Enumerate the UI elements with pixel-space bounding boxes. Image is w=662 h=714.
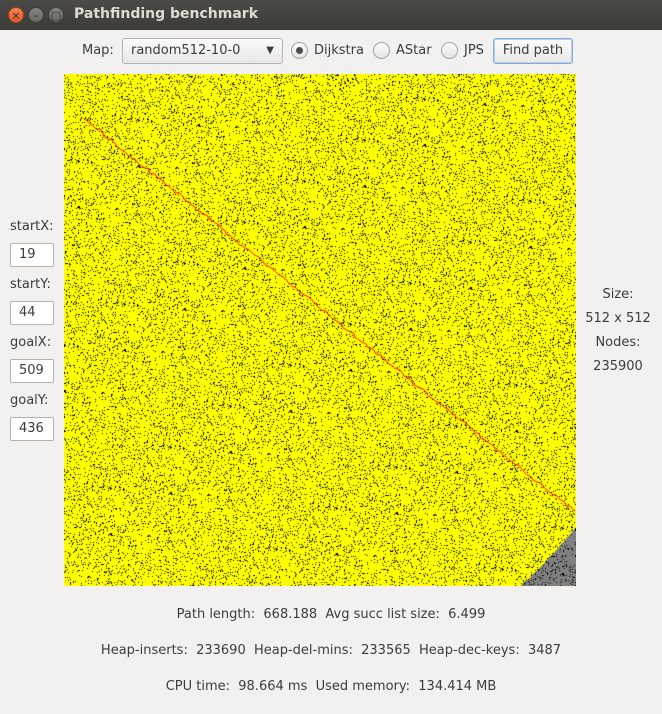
window-titlebar: × – □ Pathfinding benchmark — [0, 0, 662, 30]
goaly-label: goalY: — [10, 393, 49, 408]
stats-heap: Heap-inserts: 233690 Heap-del-mins: 2335… — [100, 643, 562, 658]
map-canvas[interactable] — [64, 74, 576, 586]
radio-dijkstra-label[interactable]: Dijkstra — [314, 43, 364, 58]
nodes-value: 235900 — [593, 359, 643, 374]
radio-jps[interactable] — [441, 42, 458, 59]
starty-input[interactable]: 44 — [10, 301, 54, 325]
close-window-button[interactable]: × — [8, 7, 24, 23]
map-select-value: random512-10-0 — [131, 43, 241, 58]
chevron-down-icon: ▼ — [266, 45, 274, 56]
stats-cpu-memory: CPU time: 98.664 ms Used memory: 134.414… — [165, 679, 497, 694]
starty-label: startY: — [10, 277, 51, 292]
goalx-input[interactable]: 509 — [10, 359, 54, 383]
map-select[interactable]: random512-10-0 ▼ — [122, 38, 283, 64]
size-label: Size: — [602, 287, 634, 302]
startx-label: startX: — [10, 219, 54, 234]
nodes-label: Nodes: — [595, 335, 641, 350]
map-label: Map: — [82, 43, 114, 58]
map-view[interactable] — [64, 74, 576, 586]
radio-dijkstra[interactable] — [291, 42, 308, 59]
goalx-label: goalX: — [10, 335, 52, 350]
maximize-window-button[interactable]: □ — [48, 7, 64, 23]
radio-astar-label[interactable]: AStar — [396, 43, 432, 58]
minimize-window-button[interactable]: – — [28, 7, 44, 23]
stats-path-length: Path length: 668.188 Avg succ list size:… — [176, 607, 486, 622]
startx-input[interactable]: 19 — [10, 243, 54, 267]
size-value: 512 x 512 — [585, 311, 651, 326]
goaly-input[interactable]: 436 — [10, 417, 54, 441]
radio-astar[interactable] — [373, 42, 390, 59]
window-title: Pathfinding benchmark — [74, 6, 259, 22]
radio-jps-label[interactable]: JPS — [464, 43, 484, 58]
find-path-button[interactable]: Find path — [493, 38, 573, 64]
